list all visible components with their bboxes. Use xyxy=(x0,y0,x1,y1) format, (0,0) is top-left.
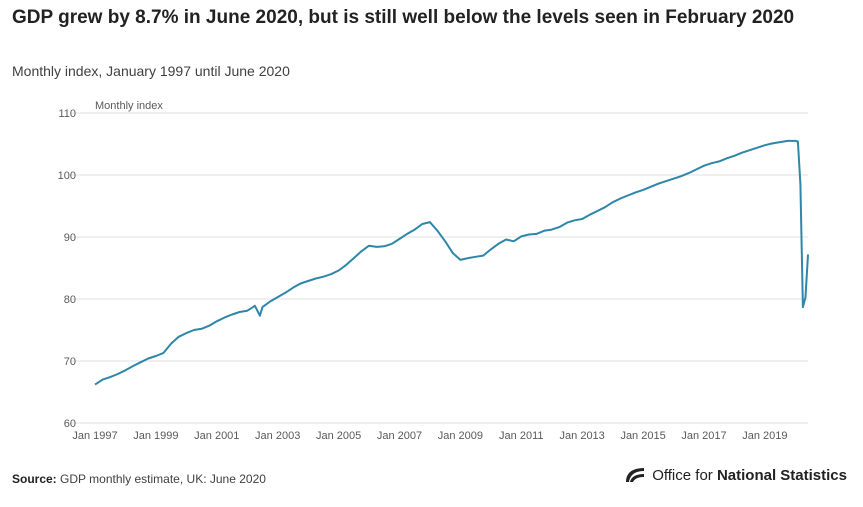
source-label: Source: xyxy=(12,472,57,486)
x-tick-label: Jan 2005 xyxy=(316,430,361,442)
y-tick-label: 100 xyxy=(58,170,76,182)
x-tick-label: Jan 2009 xyxy=(438,430,483,442)
y-tick-label: 80 xyxy=(64,294,76,306)
source-text: GDP monthly estimate, UK: June 2020 xyxy=(60,472,266,486)
y-tick-label: 70 xyxy=(64,356,76,368)
x-tick-label: Jan 2017 xyxy=(681,430,726,442)
y-axis-ticks: 60 70 80 90 100 110 xyxy=(58,108,76,430)
y-tick-label: 60 xyxy=(64,418,76,430)
x-axis-ticks: Jan 1997 Jan 1999 Jan 2001 Jan 2003 Jan 2005… xyxy=(72,430,787,442)
series-line xyxy=(94,139,809,386)
chart-subtitle: Monthly index, January 1997 until June 2… xyxy=(12,63,290,79)
source-note: Source: GDP monthly estimate, UK: June 2… xyxy=(12,472,266,486)
x-tick-label: Jan 2007 xyxy=(377,430,422,442)
x-tick-label: Jan 2001 xyxy=(194,430,239,442)
x-tick-label: Jan 2003 xyxy=(255,430,300,442)
ons-logo-text: Office for National Statistics xyxy=(652,466,847,484)
series-group xyxy=(94,139,809,386)
y-tick-label: 110 xyxy=(58,108,76,120)
x-tick-label: Jan 2013 xyxy=(560,430,605,442)
x-tick-label: Jan 1999 xyxy=(133,430,178,442)
ons-logo[interactable]: Office for National Statistics xyxy=(624,466,847,484)
y-tick-label: 90 xyxy=(64,232,76,244)
y-axis-label: Monthly index xyxy=(95,100,163,112)
chart-title: GDP grew by 8.7% in June 2020, but is st… xyxy=(12,7,795,28)
x-tick-label: Jan 2019 xyxy=(742,430,787,442)
x-tick-label: Jan 2011 xyxy=(499,430,543,442)
x-tick-label: Jan 2015 xyxy=(620,430,665,442)
gridlines xyxy=(70,112,808,424)
ons-logo-icon xyxy=(626,468,645,482)
x-tick-label: Jan 1997 xyxy=(72,430,117,442)
